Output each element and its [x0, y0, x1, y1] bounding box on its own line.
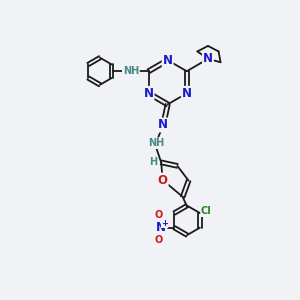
- Text: NH: NH: [123, 66, 139, 76]
- Text: NH: NH: [148, 138, 164, 148]
- Text: N: N: [163, 54, 173, 67]
- Text: O: O: [154, 210, 163, 220]
- Text: H: H: [149, 157, 157, 167]
- Text: +: +: [161, 219, 168, 228]
- Text: Cl: Cl: [201, 206, 212, 216]
- Text: O: O: [158, 173, 168, 187]
- Text: N: N: [158, 118, 168, 131]
- Text: N: N: [143, 87, 154, 100]
- Text: N: N: [156, 221, 166, 234]
- Text: N: N: [182, 87, 192, 100]
- Text: O: O: [154, 235, 162, 245]
- Text: N: N: [203, 52, 213, 65]
